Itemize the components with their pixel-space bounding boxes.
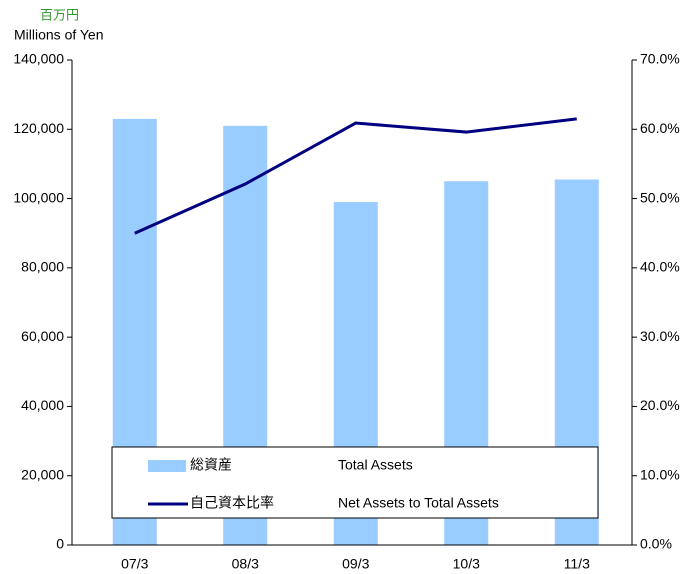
y2-tick-label: 50.0%	[640, 189, 680, 205]
y2-tick-label: 20.0%	[640, 397, 680, 413]
y2-tick-label: 30.0%	[640, 328, 680, 344]
x-tick-label: 07/3	[121, 556, 148, 572]
legend-label: 自己資本比率	[190, 495, 274, 511]
x-tick-label: 08/3	[232, 556, 259, 572]
y-tick-label: 40,000	[21, 397, 64, 413]
y-tick-label: 20,000	[21, 466, 64, 482]
y-tick-label: 120,000	[13, 120, 64, 136]
y-tick-label: 80,000	[21, 259, 64, 275]
y2-tick-label: 10.0%	[640, 466, 680, 482]
y-axis-label: Millions of Yen	[14, 27, 104, 43]
y2-tick-label: 60.0%	[640, 120, 680, 136]
y-tick-label: 100,000	[13, 189, 64, 205]
y2-tick-label: 40.0%	[640, 259, 680, 275]
y-tick-label: 60,000	[21, 328, 64, 344]
unit-label-ja: 百万円	[40, 7, 79, 22]
legend-label-en: Net Assets to Total Assets	[338, 495, 499, 511]
legend-box	[111, 446, 599, 519]
x-tick-label: 11/3	[564, 556, 590, 572]
legend-swatch	[148, 460, 186, 472]
y-tick-label: 0	[56, 536, 64, 552]
y2-tick-label: 70.0%	[640, 51, 680, 67]
legend-label-en: Total Assets	[338, 457, 413, 473]
x-tick-label: 09/3	[342, 556, 369, 572]
x-tick-label: 10/3	[453, 556, 480, 572]
y2-tick-label: 0.0%	[640, 536, 672, 552]
legend-label: 総資産	[190, 457, 232, 473]
y-tick-label: 140,000	[13, 51, 64, 67]
line-series	[134, 117, 577, 235]
